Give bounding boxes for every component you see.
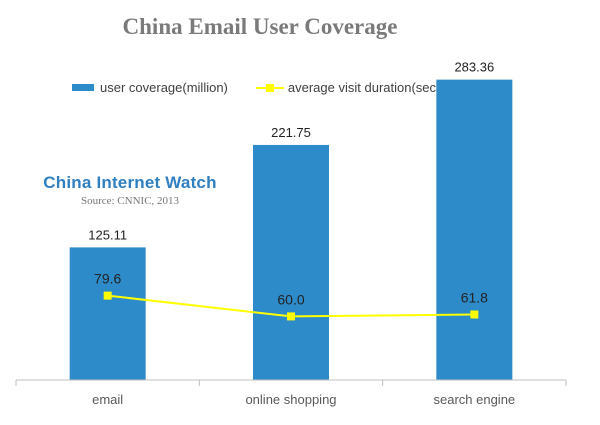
legend-label-line: average visit duration(second) xyxy=(287,80,463,95)
bar-value-label: 283.36 xyxy=(454,60,494,75)
legend-item-bar: user coverage(million) xyxy=(72,80,228,95)
line-value-label: 61.8 xyxy=(461,289,488,305)
legend: user coverage(million) average visit dur… xyxy=(72,80,490,95)
bar-online-shopping xyxy=(253,144,329,380)
chart-title: China Email User Coverage xyxy=(122,14,398,39)
line-marker xyxy=(103,291,112,300)
bar-email xyxy=(69,247,146,380)
watermark-name: China Internet Watch xyxy=(43,173,217,192)
watermark-source: Source: CNNIC, 2013 xyxy=(80,195,180,207)
line-value-label: 60.0 xyxy=(277,291,304,307)
x-tick-label: search engine xyxy=(433,392,515,407)
legend-label-bar: user coverage(million) xyxy=(100,80,228,95)
legend-item-line: average visit duration(second) xyxy=(255,80,463,95)
x-tick-label: online shopping xyxy=(245,392,336,407)
x-tick-label: email xyxy=(92,392,123,407)
legend-swatch-line xyxy=(255,83,284,93)
line-marker xyxy=(470,310,479,319)
line-marker xyxy=(287,312,295,321)
line-value-label: 79.6 xyxy=(94,271,121,287)
bar-value-label: 125.11 xyxy=(88,227,127,242)
watermark: China Internet Watch Source: CNNIC, 2013 xyxy=(40,173,220,207)
bar-search-engine xyxy=(436,79,513,380)
legend-swatch-bar xyxy=(72,84,94,91)
bar-value-label: 221.75 xyxy=(271,125,311,140)
